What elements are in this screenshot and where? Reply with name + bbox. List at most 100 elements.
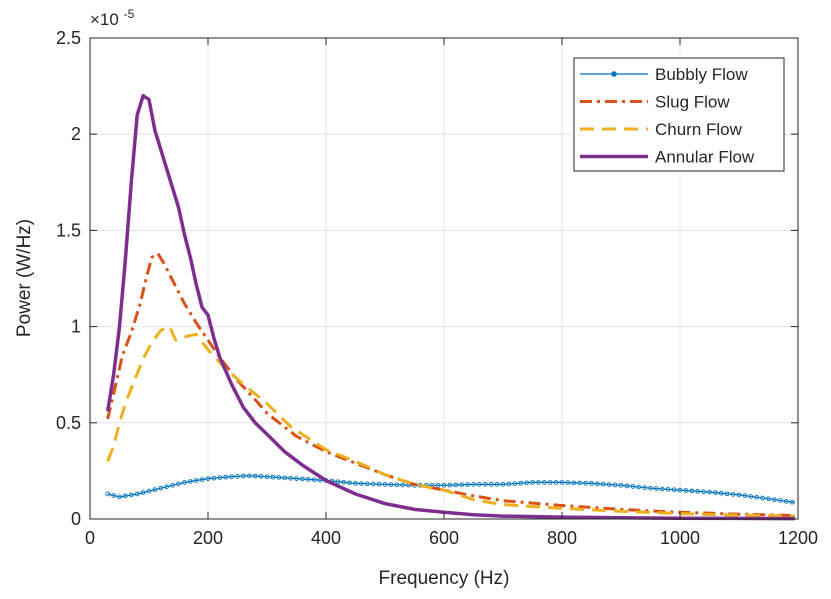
data-point [471, 482, 476, 487]
x-tick-label: 800 [547, 528, 577, 548]
series-line [105, 93, 796, 521]
data-point [158, 485, 164, 491]
data-point [689, 488, 695, 494]
data-point [707, 489, 712, 495]
data-point [518, 480, 524, 486]
data-point [642, 485, 647, 490]
data-point [506, 481, 512, 487]
legend-marker [611, 71, 617, 77]
data-point [654, 486, 659, 491]
data-point [677, 487, 683, 493]
data-point [211, 475, 217, 481]
series-annular-flow [105, 93, 796, 521]
data-point [783, 499, 789, 504]
data-point [111, 493, 116, 498]
data-point [459, 482, 465, 488]
data-point [453, 482, 459, 488]
data-point [777, 498, 783, 503]
legend-label: Bubbly Flow [655, 65, 748, 84]
axis-ticks: 0 200 400 600 800 1000 1200 0 0.5 1 1.5 2 2.5 [56, 28, 818, 548]
data-point [624, 483, 630, 489]
data-point [441, 482, 447, 488]
data-point [701, 489, 706, 495]
data-point [370, 481, 376, 487]
data-point [600, 481, 606, 487]
data-point [270, 474, 276, 480]
data-point [718, 490, 724, 496]
y-exponent-label: ×10 -5 [90, 7, 135, 29]
data-point [335, 479, 341, 485]
data-point [182, 480, 187, 485]
data-point [176, 481, 181, 487]
series-churn-flow [106, 325, 796, 518]
x-tick-label: 0 [85, 528, 95, 548]
data-point [146, 488, 152, 494]
x-tick-label: 600 [429, 528, 459, 548]
data-point [477, 482, 482, 487]
data-point [659, 486, 665, 492]
data-point [187, 479, 193, 484]
data-point [736, 492, 742, 498]
data-point [117, 494, 122, 500]
x-axis-label: Frequency (Hz) [379, 568, 510, 589]
data-point [536, 480, 541, 485]
data-point [695, 488, 701, 494]
data-point [671, 487, 677, 493]
legend-label: Slug Flow [655, 93, 730, 112]
data-point [713, 490, 718, 495]
data-point [665, 487, 671, 492]
data-point [789, 499, 795, 505]
data-point [488, 482, 494, 487]
data-point [170, 482, 175, 488]
data-point [512, 481, 518, 486]
y-axis-label: Power (W/Hz) [14, 219, 35, 337]
data-point [164, 484, 170, 490]
data-point [223, 474, 229, 480]
data-point [724, 491, 730, 497]
legend-label: Churn Flow [655, 120, 743, 139]
data-point [435, 482, 441, 488]
legend-label: Annular Flow [655, 148, 755, 167]
data-point [123, 493, 128, 499]
data-point [571, 480, 577, 486]
series-group [105, 93, 796, 521]
data-point [636, 484, 642, 490]
data-point [241, 473, 246, 479]
series-slug-flow [106, 252, 796, 517]
data-point [553, 480, 559, 485]
data-point [766, 496, 771, 502]
data-point [730, 492, 736, 497]
data-point [347, 480, 352, 486]
data-point [382, 482, 388, 487]
data-point [128, 492, 134, 498]
y-tick-label: 0 [71, 509, 81, 529]
data-point [341, 479, 347, 485]
data-point [447, 482, 453, 488]
grid-lines [90, 38, 798, 519]
data-point [559, 480, 565, 485]
data-point [583, 480, 588, 486]
data-point [217, 475, 223, 480]
data-point [140, 490, 146, 495]
data-point [246, 473, 252, 479]
data-point [229, 474, 234, 480]
data-point [258, 474, 264, 479]
data-point [300, 476, 305, 482]
data-point [288, 475, 293, 481]
legend: Bubbly Flow Slug Flow Churn Flow Annular Fl… [573, 57, 785, 172]
data-point [482, 482, 488, 487]
y-tick-label: 2 [71, 124, 81, 144]
data-point [772, 497, 777, 503]
data-point [530, 480, 535, 485]
x-tick-label: 1000 [660, 528, 700, 548]
data-point [282, 475, 288, 481]
data-point [152, 487, 158, 493]
data-point [494, 482, 500, 487]
data-point [524, 480, 529, 486]
legend-box [573, 57, 785, 172]
data-point [606, 482, 612, 487]
data-point [547, 480, 553, 485]
data-point [235, 474, 240, 479]
